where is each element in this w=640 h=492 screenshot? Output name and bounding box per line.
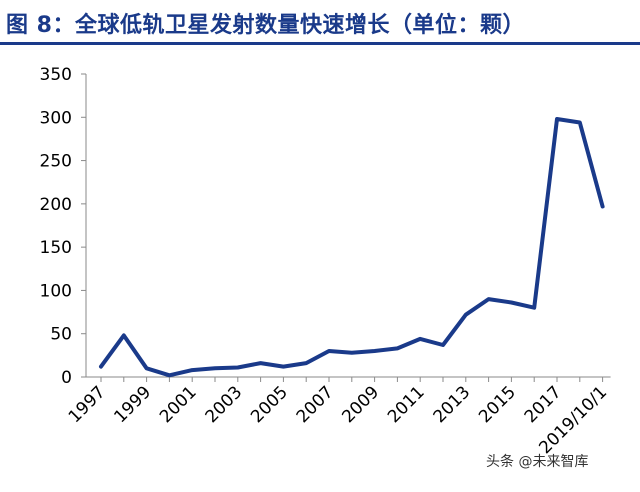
data-point (259, 361, 263, 365)
y-tick-label: 100 (40, 281, 72, 301)
data-point (236, 365, 240, 369)
data-point (373, 349, 377, 353)
x-tick-label: 2001 (156, 382, 201, 427)
data-point (281, 365, 285, 369)
y-tick-label: 300 (40, 108, 72, 128)
data-point (190, 368, 194, 372)
data-point (145, 366, 149, 370)
series-layer (99, 117, 605, 378)
chart-title: 图 8：全球低轨卫星发射数量快速增长（单位：颗） (6, 13, 525, 38)
x-tick-label: 2009 (338, 382, 383, 427)
data-point (464, 313, 468, 317)
chart-header: 图 8：全球低轨卫星发射数量快速增长（单位：颗） (0, 0, 640, 46)
data-point (327, 349, 331, 353)
y-axis: 0 50 100 150 200 250 300 350 (40, 65, 87, 388)
header-divider (0, 42, 640, 45)
data-point (418, 337, 422, 341)
watermark-text: 头条 @未来智库 (486, 454, 589, 470)
data-point (441, 343, 445, 347)
data-point (578, 120, 582, 124)
data-point (213, 366, 217, 370)
data-point (350, 351, 354, 355)
y-tick-label: 350 (40, 65, 72, 85)
data-point (167, 373, 171, 377)
data-point (532, 306, 536, 310)
data-point (555, 117, 559, 121)
data-point (487, 297, 491, 301)
series-line (99, 117, 605, 378)
x-tick-label: 2005 (247, 382, 292, 427)
y-tick-label: 50 (50, 325, 72, 345)
data-point (122, 333, 126, 337)
x-tick-label: 2015 (475, 382, 520, 427)
x-axis: 1997 1999 2001 2003 2005 2007 2009 2011 2013 2015… (65, 376, 611, 458)
x-tick-label: 2003 (202, 382, 247, 427)
y-tick-label: 150 (40, 238, 72, 258)
x-tick-label: 2011 (384, 382, 429, 427)
y-tick-label: 250 (40, 152, 72, 172)
data-point (509, 301, 513, 305)
data-point (304, 361, 308, 365)
data-point (99, 365, 103, 369)
x-tick-label: 1999 (110, 382, 155, 427)
x-tick-label: 2007 (293, 382, 338, 427)
x-tick-label: 1997 (65, 382, 110, 427)
y-tick-label: 0 (61, 368, 72, 388)
y-tick-label: 200 (40, 195, 72, 215)
data-point (601, 204, 605, 208)
data-point (395, 346, 399, 350)
x-tick-label: 2013 (430, 382, 475, 427)
